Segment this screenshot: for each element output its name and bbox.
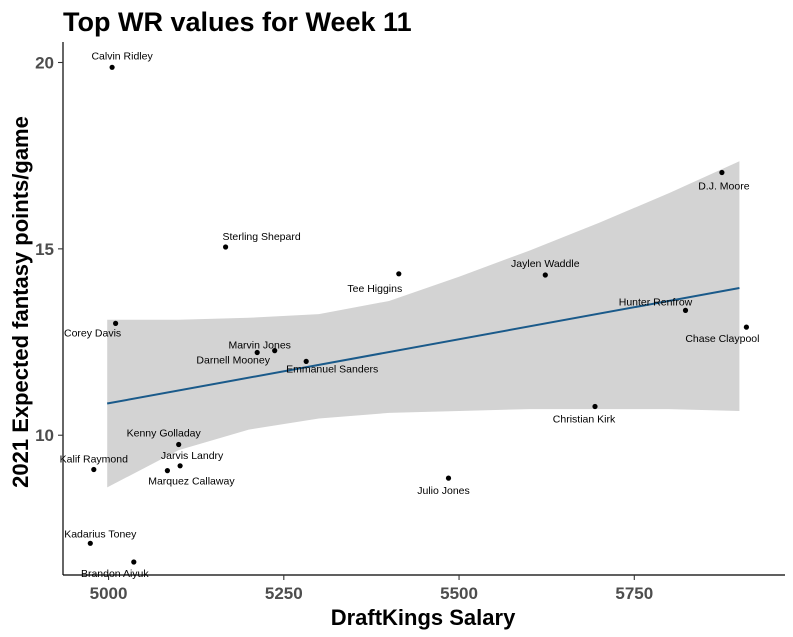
- y-axis-title: 2021 Expected fantasy points/game: [8, 116, 33, 488]
- x-axis-title: DraftKings Salary: [331, 605, 516, 630]
- point-jarvis-landry: [177, 463, 183, 469]
- y-tick-label: 15: [35, 240, 54, 259]
- point-brandon-aiyuk: [131, 559, 137, 565]
- point-labels-group: Calvin Ridley D.J. Moore Sterling Shepard T…: [60, 50, 760, 580]
- point-chase-claypool: [743, 324, 750, 330]
- points-group: [87, 64, 750, 565]
- y-tick-label: 10: [35, 426, 54, 445]
- x-tick-label: 5000: [90, 584, 128, 603]
- point-label-tee-higgins: Tee Higgins: [347, 283, 402, 295]
- point-label-calvin-ridley: Calvin Ridley: [91, 50, 153, 62]
- point-jaylen-waddle: [542, 272, 548, 278]
- point-corey-davis: [113, 320, 119, 326]
- point-label-jarvis-landry: Jarvis Landry: [161, 450, 224, 462]
- point-julio-jones: [445, 475, 452, 481]
- tick-group: 5000 5250 5500 5750 10 15 20: [35, 54, 653, 604]
- point-label-d-j-moore: D.J. Moore: [698, 181, 750, 193]
- point-marvin-jones: [272, 348, 278, 354]
- point-calvin-ridley: [109, 64, 115, 70]
- point-label-chase-claypool: Chase Claypool: [685, 333, 759, 345]
- point-emmanuel-sanders: [303, 358, 309, 364]
- point-label-kadarius-toney: Kadarius Toney: [64, 528, 137, 540]
- point-sterling-shepard: [223, 244, 229, 250]
- x-tick-label: 5500: [440, 584, 478, 603]
- point-kalif-raymond: [91, 466, 97, 473]
- y-tick-label: 20: [35, 54, 54, 73]
- point-label-kenny-golladay: Kenny Golladay: [127, 428, 202, 440]
- axes: [62, 42, 785, 576]
- point-label-julio-jones: Julio Jones: [417, 485, 470, 497]
- point-label-emmanuel-sanders: Emmanuel Sanders: [286, 363, 378, 375]
- point-kenny-golladay: [176, 441, 182, 448]
- point-label-marvin-jones: Marvin Jones: [228, 340, 290, 352]
- x-tick-label: 5750: [615, 584, 653, 603]
- point-label-corey-davis: Corey Davis: [64, 327, 121, 339]
- trend-line: [106, 287, 740, 405]
- x-tick-label: 5250: [265, 584, 303, 603]
- point-label-jaylen-waddle: Jaylen Waddle: [511, 258, 580, 270]
- point-label-christian-kirk: Christian Kirk: [553, 414, 616, 426]
- point-darnell-mooney: [254, 349, 260, 356]
- confidence-band: [107, 161, 740, 488]
- point-tee-higgins: [396, 271, 402, 277]
- point-kadarius-toney: [87, 540, 93, 546]
- point-label-brandon-aiyuk: Brandon Aiyuk: [81, 568, 149, 580]
- point-marquez-callaway: [164, 468, 170, 474]
- point-label-darnell-mooney: Darnell Mooney: [196, 355, 270, 367]
- point-d-j-moore: [719, 169, 725, 176]
- point-label-kalif-raymond: Kalif Raymond: [60, 454, 128, 466]
- point-label-sterling-shepard: Sterling Shepard: [222, 231, 300, 243]
- point-label-marquez-callaway: Marquez Callaway: [148, 476, 235, 488]
- point-label-hunter-renfrow: Hunter Renfrow: [619, 296, 693, 308]
- point-hunter-renfrow: [682, 307, 689, 313]
- point-christian-kirk: [592, 403, 598, 410]
- chart-title: Top WR values for Week 11: [63, 7, 412, 37]
